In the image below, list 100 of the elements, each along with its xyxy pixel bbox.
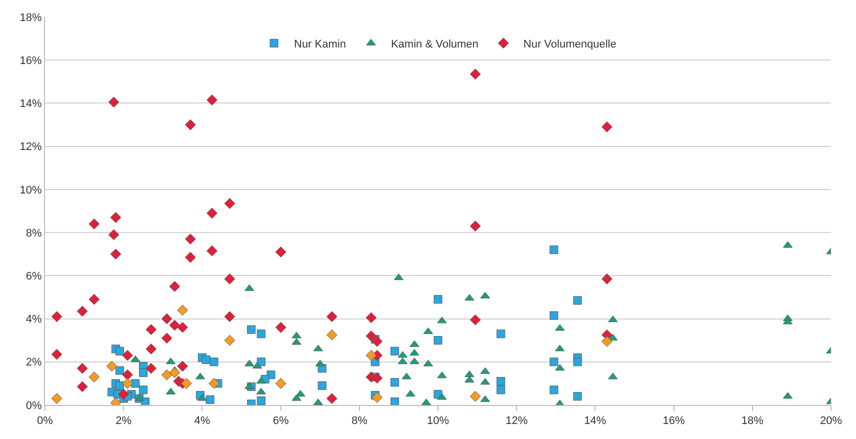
point (573, 358, 582, 366)
x-tick-label: 2% (116, 415, 132, 428)
point (184, 234, 196, 244)
y-tick-label: 18% (20, 12, 42, 24)
point (115, 366, 124, 375)
point (122, 350, 133, 361)
point (410, 340, 420, 347)
point (106, 360, 118, 372)
point (224, 273, 236, 284)
point (118, 388, 130, 400)
point (247, 325, 256, 334)
point (76, 362, 88, 374)
y-tick-label: 0% (26, 400, 42, 412)
point (177, 360, 188, 372)
point (177, 322, 188, 333)
point (464, 370, 474, 378)
point (398, 351, 408, 358)
point (402, 372, 412, 380)
x-tick-label: 0% (37, 415, 54, 428)
point (602, 121, 612, 132)
point (122, 378, 133, 389)
x-tick-label: 20% (820, 415, 842, 428)
legend-label: Kamin & Volumen (390, 38, 478, 50)
point (224, 311, 236, 322)
point (76, 306, 88, 317)
point (434, 336, 442, 345)
point (130, 355, 140, 362)
point (550, 386, 558, 394)
point (390, 346, 400, 356)
point (206, 245, 218, 256)
point (326, 329, 338, 340)
point (161, 332, 172, 344)
point (366, 350, 377, 361)
point (224, 334, 236, 346)
point (275, 246, 286, 258)
point (139, 368, 148, 377)
point (496, 377, 506, 386)
point (470, 390, 481, 402)
x-tick-label: 8% (351, 415, 368, 428)
point (256, 396, 266, 405)
point (602, 273, 612, 284)
point (181, 378, 192, 389)
point (275, 378, 286, 389)
point (256, 330, 266, 338)
point (292, 338, 302, 345)
point (398, 358, 408, 364)
point (169, 280, 180, 292)
y-tick-label: 6% (26, 270, 42, 283)
point (437, 372, 447, 378)
point (496, 330, 506, 338)
point (177, 304, 188, 316)
point (88, 372, 100, 382)
point (470, 68, 481, 80)
point (51, 393, 62, 404)
point (496, 386, 506, 394)
legend-label: Nur Kamin (294, 38, 346, 50)
point (184, 252, 196, 263)
x-tick-label: 12% (506, 415, 528, 428)
point (315, 360, 325, 366)
x-tick-label: 16% (662, 415, 686, 428)
point (437, 393, 447, 400)
point (602, 336, 612, 347)
point (146, 344, 157, 354)
point (208, 378, 220, 389)
y-tick-label: 16% (20, 54, 42, 67)
point (390, 398, 400, 405)
point (573, 296, 582, 305)
point (51, 348, 62, 360)
point (115, 381, 124, 390)
point (410, 358, 420, 364)
point (210, 358, 218, 366)
point (326, 311, 338, 322)
point (161, 369, 172, 380)
point (372, 372, 383, 384)
point (108, 229, 120, 240)
point (146, 362, 157, 374)
x-tick-label: 14% (584, 415, 606, 428)
point (608, 372, 618, 380)
point (296, 390, 306, 396)
point (275, 322, 286, 333)
point (366, 312, 377, 324)
point (390, 378, 400, 387)
y-tick-label: 2% (26, 356, 42, 369)
point (161, 313, 172, 324)
point (292, 394, 302, 401)
point (372, 392, 383, 403)
y-tick-label: 10% (20, 184, 42, 196)
point (366, 330, 377, 342)
point (550, 246, 558, 254)
point (550, 358, 558, 366)
point (464, 294, 474, 301)
point (169, 367, 180, 378)
point (51, 311, 62, 322)
point (573, 392, 582, 401)
x-tick-label: 4% (194, 415, 210, 428)
point (437, 316, 447, 324)
point (206, 94, 218, 106)
point (206, 208, 218, 219)
point (410, 349, 420, 356)
point (406, 390, 416, 396)
